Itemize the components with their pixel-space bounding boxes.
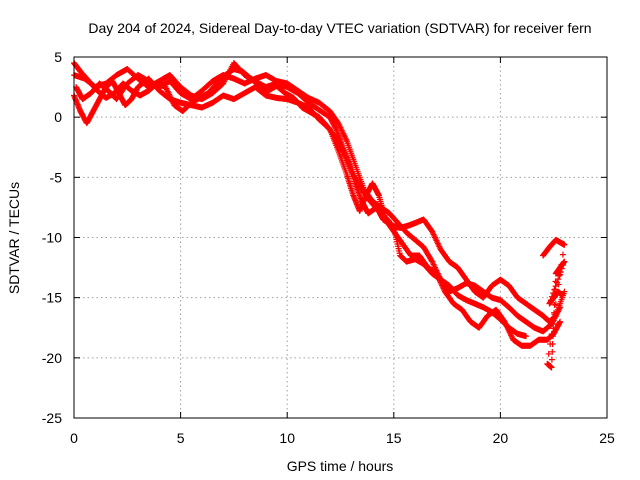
data-point: [553, 279, 560, 286]
data-point: [557, 269, 564, 276]
y-tick-label: -25: [42, 410, 62, 426]
y-tick-label: 0: [54, 109, 62, 125]
x-tick-label: 0: [70, 430, 78, 446]
data-point: [548, 364, 555, 371]
grid: [74, 57, 607, 418]
y-axis-label: SDTVAR / TECUs: [6, 182, 22, 294]
data-point: [561, 241, 568, 248]
x-tick-label: 20: [493, 430, 509, 446]
data-point: [555, 276, 562, 283]
data-point: [558, 265, 565, 272]
data-point: [559, 251, 566, 258]
data-point: [550, 317, 557, 324]
x-tick-label: 10: [279, 430, 295, 446]
data-point: [551, 309, 558, 316]
x-tick-label: 5: [177, 430, 185, 446]
data-points: [71, 60, 568, 371]
data-point: [549, 348, 556, 355]
y-tick-label: -10: [42, 230, 62, 246]
x-tick-label: 15: [386, 430, 402, 446]
data-point: [561, 288, 568, 295]
data-point: [545, 350, 552, 357]
y-tick-label: -20: [42, 350, 62, 366]
data-point: [557, 318, 564, 325]
data-point: [561, 258, 568, 265]
x-axis-label: GPS time / hours: [287, 458, 394, 474]
x-tick-label: 25: [599, 430, 615, 446]
data-point: [550, 325, 557, 332]
y-tick-label: -5: [50, 169, 63, 185]
y-tick-label: -15: [42, 290, 62, 306]
y-tick-label: 5: [54, 49, 62, 65]
chart-title: Day 204 of 2024, Sidereal Day-to-day VTE…: [88, 20, 591, 36]
data-point: [549, 333, 556, 340]
data-point: [560, 262, 567, 269]
data-point: [548, 356, 555, 363]
data-point: [551, 301, 558, 308]
data-point: [549, 340, 556, 347]
data-point: [556, 272, 563, 279]
data-point: [557, 304, 564, 311]
data-point: [552, 283, 559, 290]
data-point: [522, 333, 529, 340]
axis-ticks: 0 5 10 15 20 25 -25 -20 -15 -10 -5 0 5: [42, 49, 615, 446]
data-point: [559, 292, 566, 299]
data-point: [551, 286, 558, 293]
